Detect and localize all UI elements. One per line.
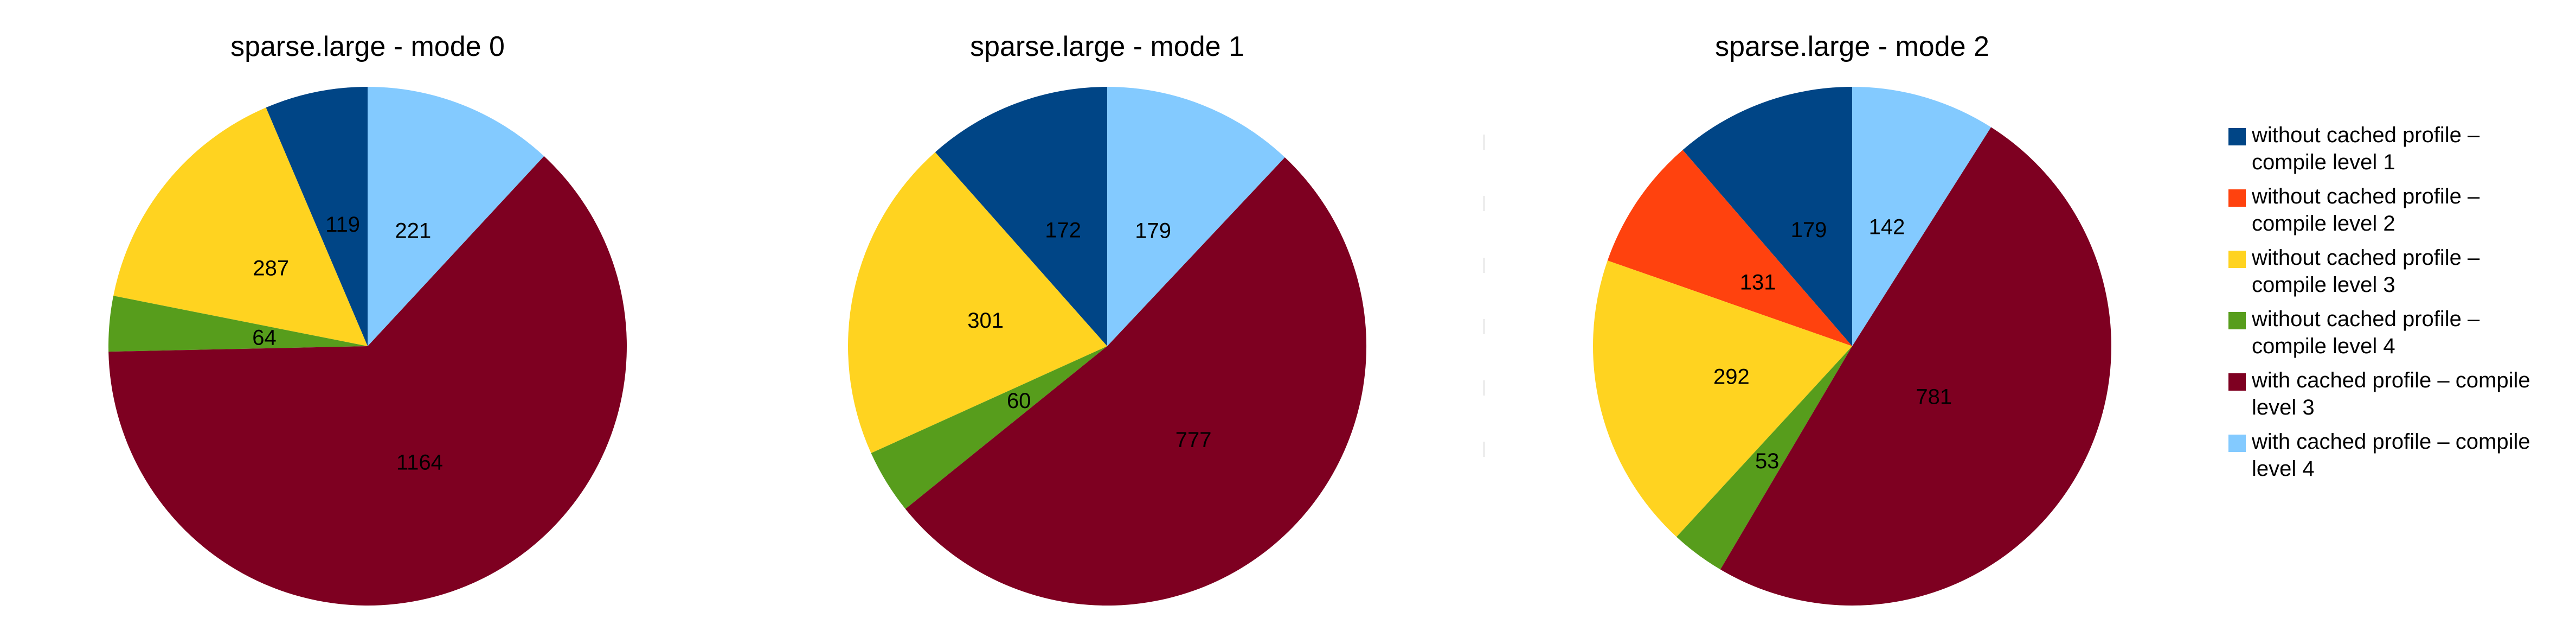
data-label: 1164 [396,451,443,475]
pie-slice-0 [266,87,368,346]
chart-title: sparse.large - mode 1 [970,31,1244,62]
legend-item: without cached profile – compile level 3 [2228,246,2480,297]
pie-slice-2 [1592,260,1852,537]
legend-item: with cached profile – compile level 3 [2228,368,2530,419]
pie-slice-2 [113,107,368,346]
legend-item: without cached profile – compile level 4 [2228,307,2480,358]
pie-slice-1 [1607,150,1852,346]
pie-chart-2: sparse.large - mode 2 179 131 292 53 781 142 [1592,31,2111,606]
data-label: 179 [1135,219,1171,243]
pie-slice-3 [108,296,368,352]
charts-layer: sparse.large - mode 0119287641164221spar… [108,31,2111,606]
legend-label: with cached profile – compile [2251,430,2530,454]
pie-slice-3 [871,346,1107,509]
pie-slice-4 [905,157,1367,606]
legend-label: compile level 3 [2252,273,2395,297]
data-label: 53 [1755,449,1780,473]
data-label: 287 [253,256,289,280]
data-label: 172 [1045,219,1081,243]
legend-label: without cached profile – [2251,123,2480,147]
legend-swatch [2228,251,2246,268]
data-label: 221 [395,219,432,243]
legend-label: without cached profile – [2251,184,2480,208]
pie-slice-0 [1682,87,1852,346]
chart-title: sparse.large - mode 0 [230,31,505,62]
legend-swatch [2228,435,2246,452]
data-label: 179 [1791,218,1827,242]
legend-label: level 4 [2252,457,2315,481]
data-label: 142 [1869,215,1905,239]
legend-item: with cached profile – compile level 4 [2228,430,2530,481]
chart-title: sparse.large - mode 2 [1715,31,1989,62]
data-label: 64 [252,326,277,349]
data-label: 131 [1740,271,1776,295]
pie-chart-0: sparse.large - mode 0 119 287 64 1164 221 [108,31,627,606]
data-label: 781 [1916,385,1952,409]
data-label: 292 [1713,365,1750,389]
data-label: 119 [325,213,360,237]
legend-swatch [2228,128,2246,145]
pie-slice-5 [1107,87,1285,346]
legend-label: without cached profile – [2251,246,2480,270]
data-label: 60 [1007,389,1031,413]
pie-slice-2 [848,152,1107,454]
legend-label: compile level 1 [2252,150,2395,174]
legend-label: compile level 2 [2252,212,2395,235]
pie-slice-3 [1676,346,1852,570]
legend-swatch [2228,312,2246,329]
data-label: 777 [1175,428,1212,452]
legend: without cached profile –compile level 1w… [2228,123,2530,481]
legend-label: with cached profile – compile [2251,368,2530,392]
pie-slice-5 [368,87,544,346]
legend-item: without cached profile – compile level 2 [2228,184,2480,235]
legend-swatch [2228,189,2246,207]
legend-swatch [2228,373,2246,391]
legend-item: without cached profile – compile level 1 [2228,123,2480,174]
legend-label: without cached profile – [2251,307,2480,331]
pie-slice-5 [1852,87,1992,346]
legend-label: level 3 [2252,396,2315,419]
data-label: 301 [967,309,1004,333]
pie-slice-4 [108,156,627,606]
legend-label: compile level 4 [2252,334,2395,358]
pie-chart-1: sparse.large - mode 1 172 301 60 777 179 [848,31,1367,606]
pie-slice-4 [1720,127,2111,606]
pie-slice-0 [935,87,1107,346]
